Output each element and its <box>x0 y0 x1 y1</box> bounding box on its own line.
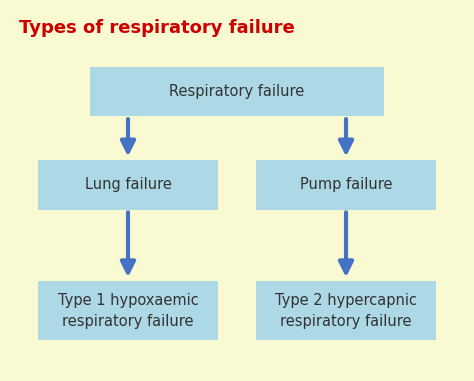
Text: Lung failure: Lung failure <box>84 177 172 192</box>
Text: Types of respiratory failure: Types of respiratory failure <box>19 19 295 37</box>
FancyBboxPatch shape <box>256 281 436 340</box>
Text: Pump failure: Pump failure <box>300 177 392 192</box>
FancyBboxPatch shape <box>38 281 218 340</box>
FancyBboxPatch shape <box>256 160 436 210</box>
Text: Respiratory failure: Respiratory failure <box>169 84 305 99</box>
FancyBboxPatch shape <box>38 160 218 210</box>
FancyBboxPatch shape <box>90 67 384 116</box>
Text: Type 1 hypoxaemic
respiratory failure: Type 1 hypoxaemic respiratory failure <box>58 293 198 328</box>
Text: Type 2 hypercapnic
respiratory failure: Type 2 hypercapnic respiratory failure <box>275 293 417 328</box>
